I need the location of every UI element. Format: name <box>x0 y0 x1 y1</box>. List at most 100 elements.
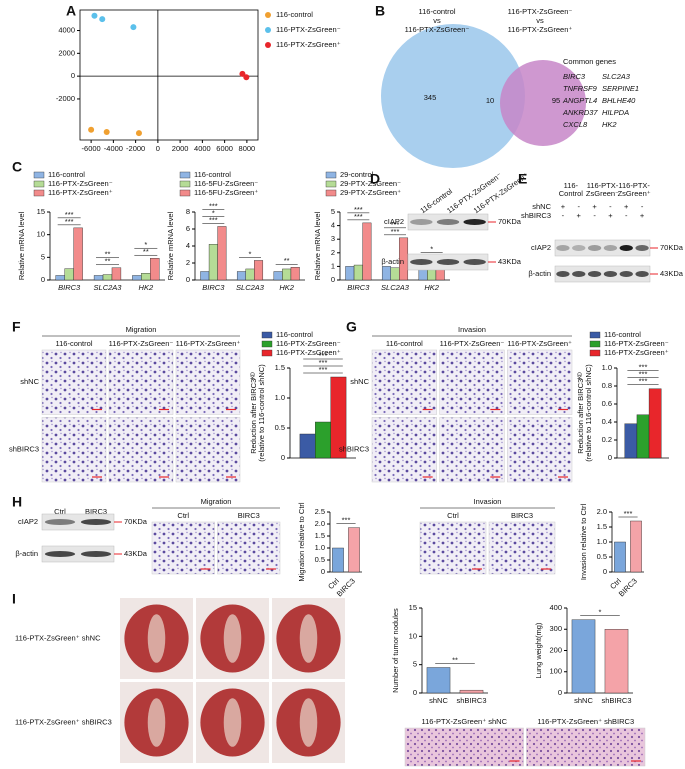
legend-label: 116-PTX-ZsGreen⁻ <box>48 179 113 188</box>
blot-band <box>436 219 460 225</box>
y-tick-label: 1.0 <box>597 537 607 546</box>
y-tick-label: 0 <box>281 453 285 462</box>
micrograph <box>41 349 107 415</box>
lung-highlight <box>147 614 166 663</box>
y-tick-label: 0.4 <box>602 417 612 426</box>
column-label: Ctrl <box>447 511 459 520</box>
micrograph <box>419 521 487 575</box>
condition-sign: + <box>592 202 597 211</box>
x-tick-label: -6000 <box>82 144 101 153</box>
blot-row-label: cIAP2 <box>531 243 551 252</box>
micrograph <box>175 417 241 483</box>
y-tick-label: 400 <box>549 603 562 612</box>
y-tick-label: 0 <box>186 275 190 284</box>
y-tick-label: 0 <box>608 453 612 462</box>
significance: *** <box>319 365 328 374</box>
y-tick-label: 0.2 <box>602 435 612 444</box>
condition-sign: - <box>578 202 581 211</box>
legend-swatch <box>179 189 191 197</box>
legend-label: 116-control <box>48 170 85 179</box>
y-axis-label: Migration relative to Ctrl <box>297 502 306 582</box>
blot-band <box>556 245 570 251</box>
venn-circle <box>500 60 586 146</box>
venn-set-label: 116-PTX-ZsGreen⁻ <box>508 7 573 16</box>
gene: BHLHE40 <box>602 96 636 105</box>
micrograph <box>507 349 573 415</box>
blot-band <box>619 271 633 277</box>
panel-label: A <box>66 3 76 19</box>
x-tick-label: HK2 <box>279 283 294 292</box>
blot-band <box>635 245 649 251</box>
legend-swatch <box>179 180 191 188</box>
y-tick-label: 2 <box>186 258 190 267</box>
legend-swatch <box>325 171 337 179</box>
condition-sign: - <box>609 202 612 211</box>
image-title: Invasion <box>474 497 502 506</box>
legend-swatch <box>33 180 45 188</box>
blot-band <box>556 271 570 277</box>
legend-label: 116-5FU-ZsGreen⁻ <box>194 179 258 188</box>
significance: * <box>212 208 215 217</box>
legend-swatch <box>265 27 271 33</box>
bar <box>353 264 363 281</box>
legend-label: 116-control <box>194 170 231 179</box>
y-tick-label: 2 <box>331 248 335 257</box>
bar <box>236 271 246 281</box>
blot-band <box>635 271 649 277</box>
significance: ** <box>105 250 111 259</box>
bar <box>624 423 638 459</box>
gene: SERPINE1 <box>602 84 639 93</box>
bar <box>332 547 344 573</box>
blot-band <box>463 259 486 265</box>
x-tick-label: HK2 <box>424 283 439 292</box>
x-tick-label: BIRC3 <box>202 283 225 292</box>
condition-sign: - <box>625 211 628 220</box>
y-tick-label: 1.5 <box>597 522 607 531</box>
bar <box>273 271 283 281</box>
significance: *** <box>354 205 363 214</box>
y-tick-label: 8 <box>186 207 190 216</box>
y-tick-label: 4 <box>186 241 190 250</box>
venn-circle <box>381 24 525 168</box>
legend-swatch <box>325 189 337 197</box>
y-axis-label: Relative mRNA level <box>17 211 26 280</box>
micrograph <box>526 727 646 767</box>
venn-set-label: 116-control <box>419 7 456 16</box>
significance: *** <box>391 220 400 229</box>
legend-label: 116-PTX-ZsGreen⁺ <box>604 348 669 357</box>
significance: * <box>249 249 252 258</box>
micrograph <box>108 349 174 415</box>
x-tick-label: 8000 <box>239 144 256 153</box>
blot-band <box>410 259 433 265</box>
panel-label: F <box>12 319 21 335</box>
blot-band <box>410 219 433 225</box>
blot-band <box>619 245 633 251</box>
blot-marker: 70KDa <box>660 243 684 252</box>
y-tick-label: 0 <box>331 275 335 284</box>
bar <box>282 268 292 281</box>
legend-swatch <box>261 340 273 348</box>
x-tick-label: SLC2A3 <box>381 283 410 292</box>
bar <box>459 689 484 694</box>
column-label: 116-PTX-ZsGreen⁻ <box>440 339 505 348</box>
y-tick-label: 3 <box>331 234 335 243</box>
y-tick-label: -2000 <box>56 94 75 103</box>
venn-count: 95 <box>552 96 560 105</box>
gene: HILPDA <box>602 108 629 117</box>
blot-band <box>572 245 586 251</box>
venn-set-label: 116-PTX-ZsGreen⁻ <box>405 25 470 34</box>
x-tick-label: SLC2A3 <box>236 283 265 292</box>
x-tick-label: 6000 <box>216 144 233 153</box>
bar <box>200 271 210 281</box>
column-label: 116-PTX-ZsGreen⁺ shNC <box>421 717 507 726</box>
gene: BIRC3 <box>563 72 586 81</box>
bar <box>362 222 372 281</box>
legend-label: 116-PTX-ZsGreen⁻ <box>604 339 669 348</box>
x-tick-label: shBIRC3 <box>601 696 631 705</box>
significance: ** <box>143 247 149 256</box>
y-tick-label: 1.5 <box>275 363 285 372</box>
legend-swatch <box>589 349 601 357</box>
micrograph <box>404 727 524 767</box>
